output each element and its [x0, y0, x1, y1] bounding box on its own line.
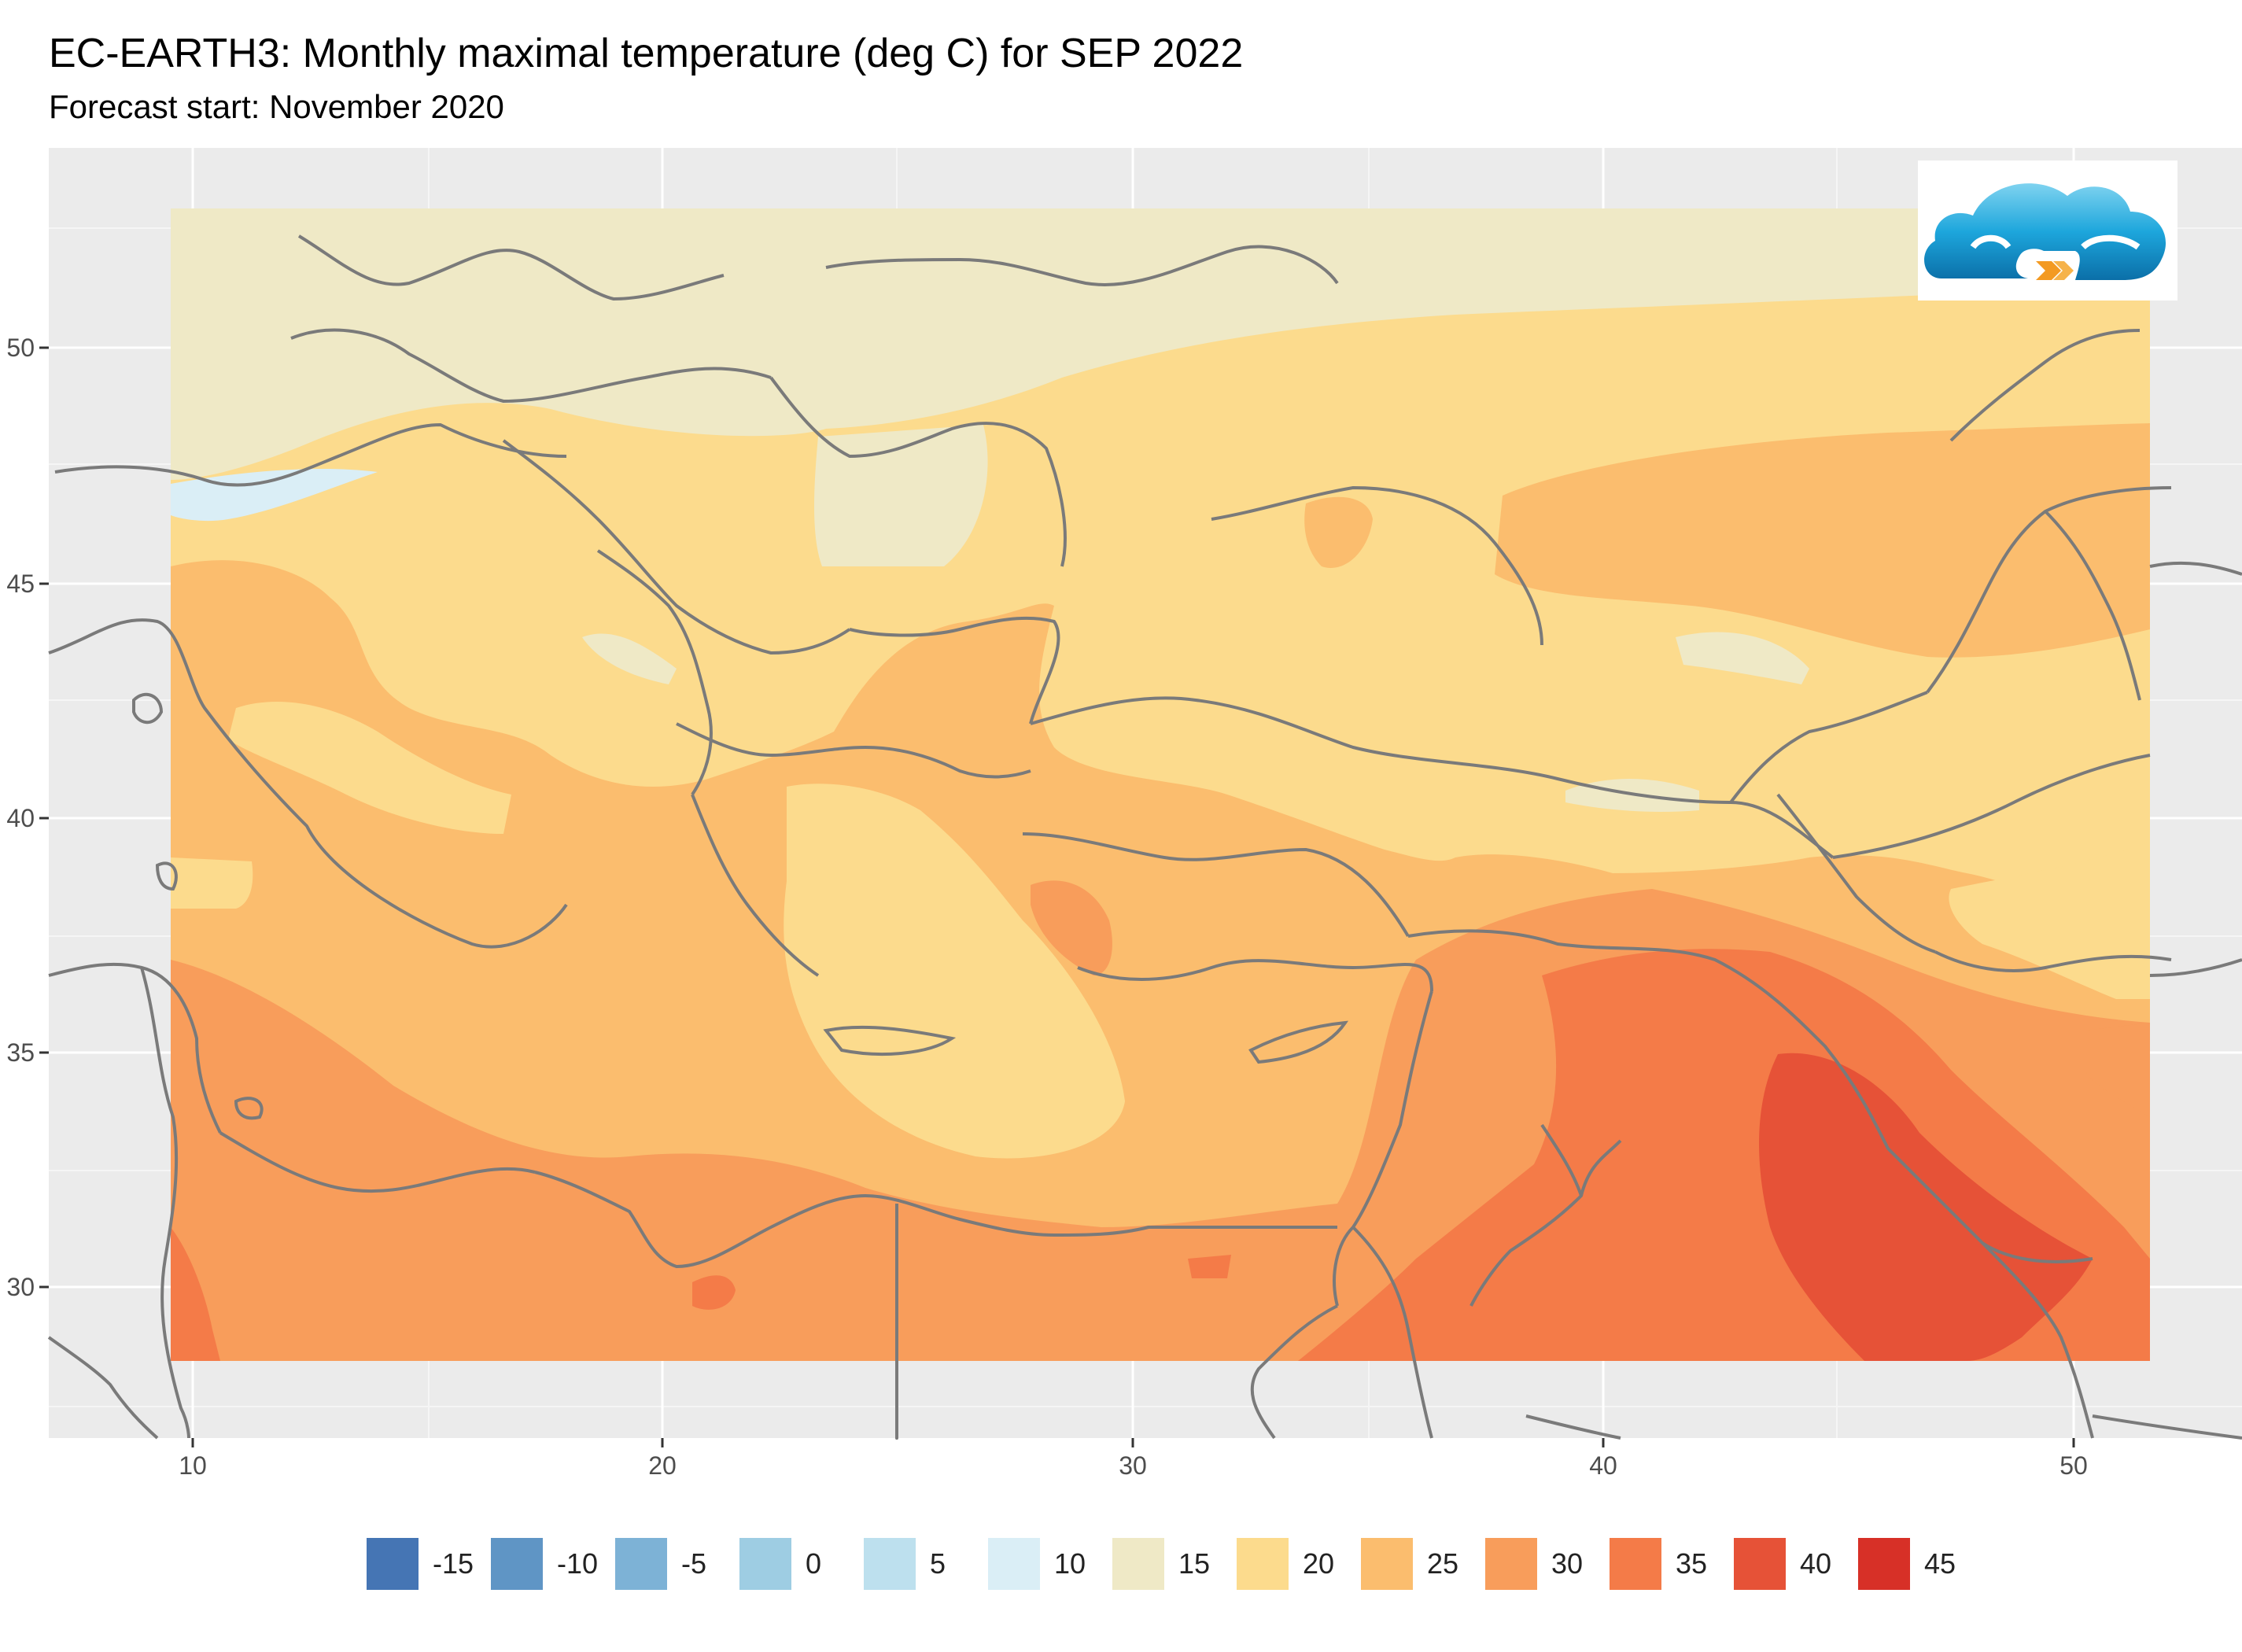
- legend-swatch: [1485, 1538, 1537, 1590]
- color-legend: -15 -10 -5 0 5 10 15 20 25 30 35 40 45: [367, 1536, 1982, 1592]
- band-35-west: [171, 1227, 220, 1361]
- legend-label: 40: [1800, 1547, 1832, 1580]
- legend-item: -10: [491, 1538, 601, 1590]
- legend-label: 45: [1924, 1547, 1956, 1580]
- band-15-balkan: [582, 633, 677, 684]
- y-tick-marks: [39, 346, 49, 1289]
- legend-label: 0: [806, 1547, 822, 1580]
- band-30-east: [2085, 1023, 2150, 1117]
- legend-label: 20: [1303, 1547, 1335, 1580]
- legend-label: -5: [681, 1547, 707, 1580]
- band-15-carpathian: [814, 425, 988, 566]
- legend-label: 35: [1676, 1547, 1708, 1580]
- legend-swatch: [1610, 1538, 1661, 1590]
- x-tick-marks: [191, 1438, 2075, 1447]
- legend-item: 10: [988, 1538, 1098, 1590]
- band-15-north: [171, 208, 2150, 480]
- legend-item: 5: [864, 1538, 974, 1590]
- temperature-bands: [171, 208, 2150, 1361]
- legend-item: 15: [1112, 1538, 1222, 1590]
- y-tick-label-40: 40: [6, 804, 35, 832]
- legend-item: -15: [367, 1538, 477, 1590]
- y-tick-label-35: 35: [6, 1038, 35, 1067]
- band-10-alps: [171, 468, 378, 522]
- legend-swatch: [1112, 1538, 1164, 1590]
- legend-swatch: [739, 1538, 791, 1590]
- band-25-black-sea: [1304, 496, 1373, 568]
- temperature-map: 10 20 30 40 50 50 45 40 35 30: [6, 148, 2242, 1480]
- band-40: [1759, 1053, 2093, 1361]
- y-tick-label-50: 50: [6, 334, 35, 362]
- legend-item: 40: [1734, 1538, 1844, 1590]
- x-tick-label-40: 40: [1589, 1451, 1617, 1480]
- legend-item: 0: [739, 1538, 850, 1590]
- band-35-libya: [692, 1275, 736, 1310]
- legend-label: 15: [1178, 1547, 1211, 1580]
- band-20-aegean: [784, 784, 1125, 1159]
- legend-label: -10: [557, 1547, 599, 1580]
- legend-item: -5: [615, 1538, 725, 1590]
- legend-swatch: [1734, 1538, 1786, 1590]
- legend-item: 25: [1361, 1538, 1471, 1590]
- x-tick-label-20: 20: [648, 1451, 677, 1480]
- legend-label: 25: [1427, 1547, 1459, 1580]
- band-25-ne: [1495, 423, 2150, 658]
- legend-swatch: [1858, 1538, 1910, 1590]
- band-20-west: [171, 857, 253, 909]
- x-tick-label-30: 30: [1119, 1451, 1147, 1480]
- map-subtitle: Forecast start: November 2020: [49, 88, 504, 125]
- x-tick-label-10: 10: [179, 1451, 207, 1480]
- legend-swatch: [864, 1538, 916, 1590]
- legend-item: 35: [1610, 1538, 1720, 1590]
- legend-label: 30: [1551, 1547, 1584, 1580]
- band-20-tyrrhenian: [228, 701, 511, 834]
- band-35-egypt: [1188, 1255, 1231, 1278]
- legend-swatch: [615, 1538, 667, 1590]
- band-15-caucasus: [1676, 632, 1809, 684]
- y-tick-label-30: 30: [6, 1273, 35, 1301]
- legend-item: 45: [1858, 1538, 1968, 1590]
- legend-label: -15: [433, 1547, 474, 1580]
- legend-swatch: [988, 1538, 1040, 1590]
- legend-label: 5: [930, 1547, 946, 1580]
- y-tick-label-45: 45: [6, 570, 35, 598]
- island-outlines: [132, 692, 1349, 1120]
- legend-item: 30: [1485, 1538, 1595, 1590]
- country-borders: [47, 234, 2242, 1440]
- x-tick-label-50: 50: [2059, 1451, 2088, 1480]
- legend-label: 10: [1054, 1547, 1086, 1580]
- band-30-anatolia: [1031, 880, 1112, 975]
- legend-swatch: [1361, 1538, 1413, 1590]
- legend-swatch: [367, 1538, 419, 1590]
- map-title: EC-EARTH3: Monthly maximal temperature (…: [49, 31, 1244, 76]
- legend-swatch: [491, 1538, 543, 1590]
- legend-swatch: [1237, 1538, 1289, 1590]
- cloud-logo-icon: [1924, 183, 2166, 280]
- cloud-logo: [1918, 160, 2177, 301]
- legend-item: 20: [1237, 1538, 1347, 1590]
